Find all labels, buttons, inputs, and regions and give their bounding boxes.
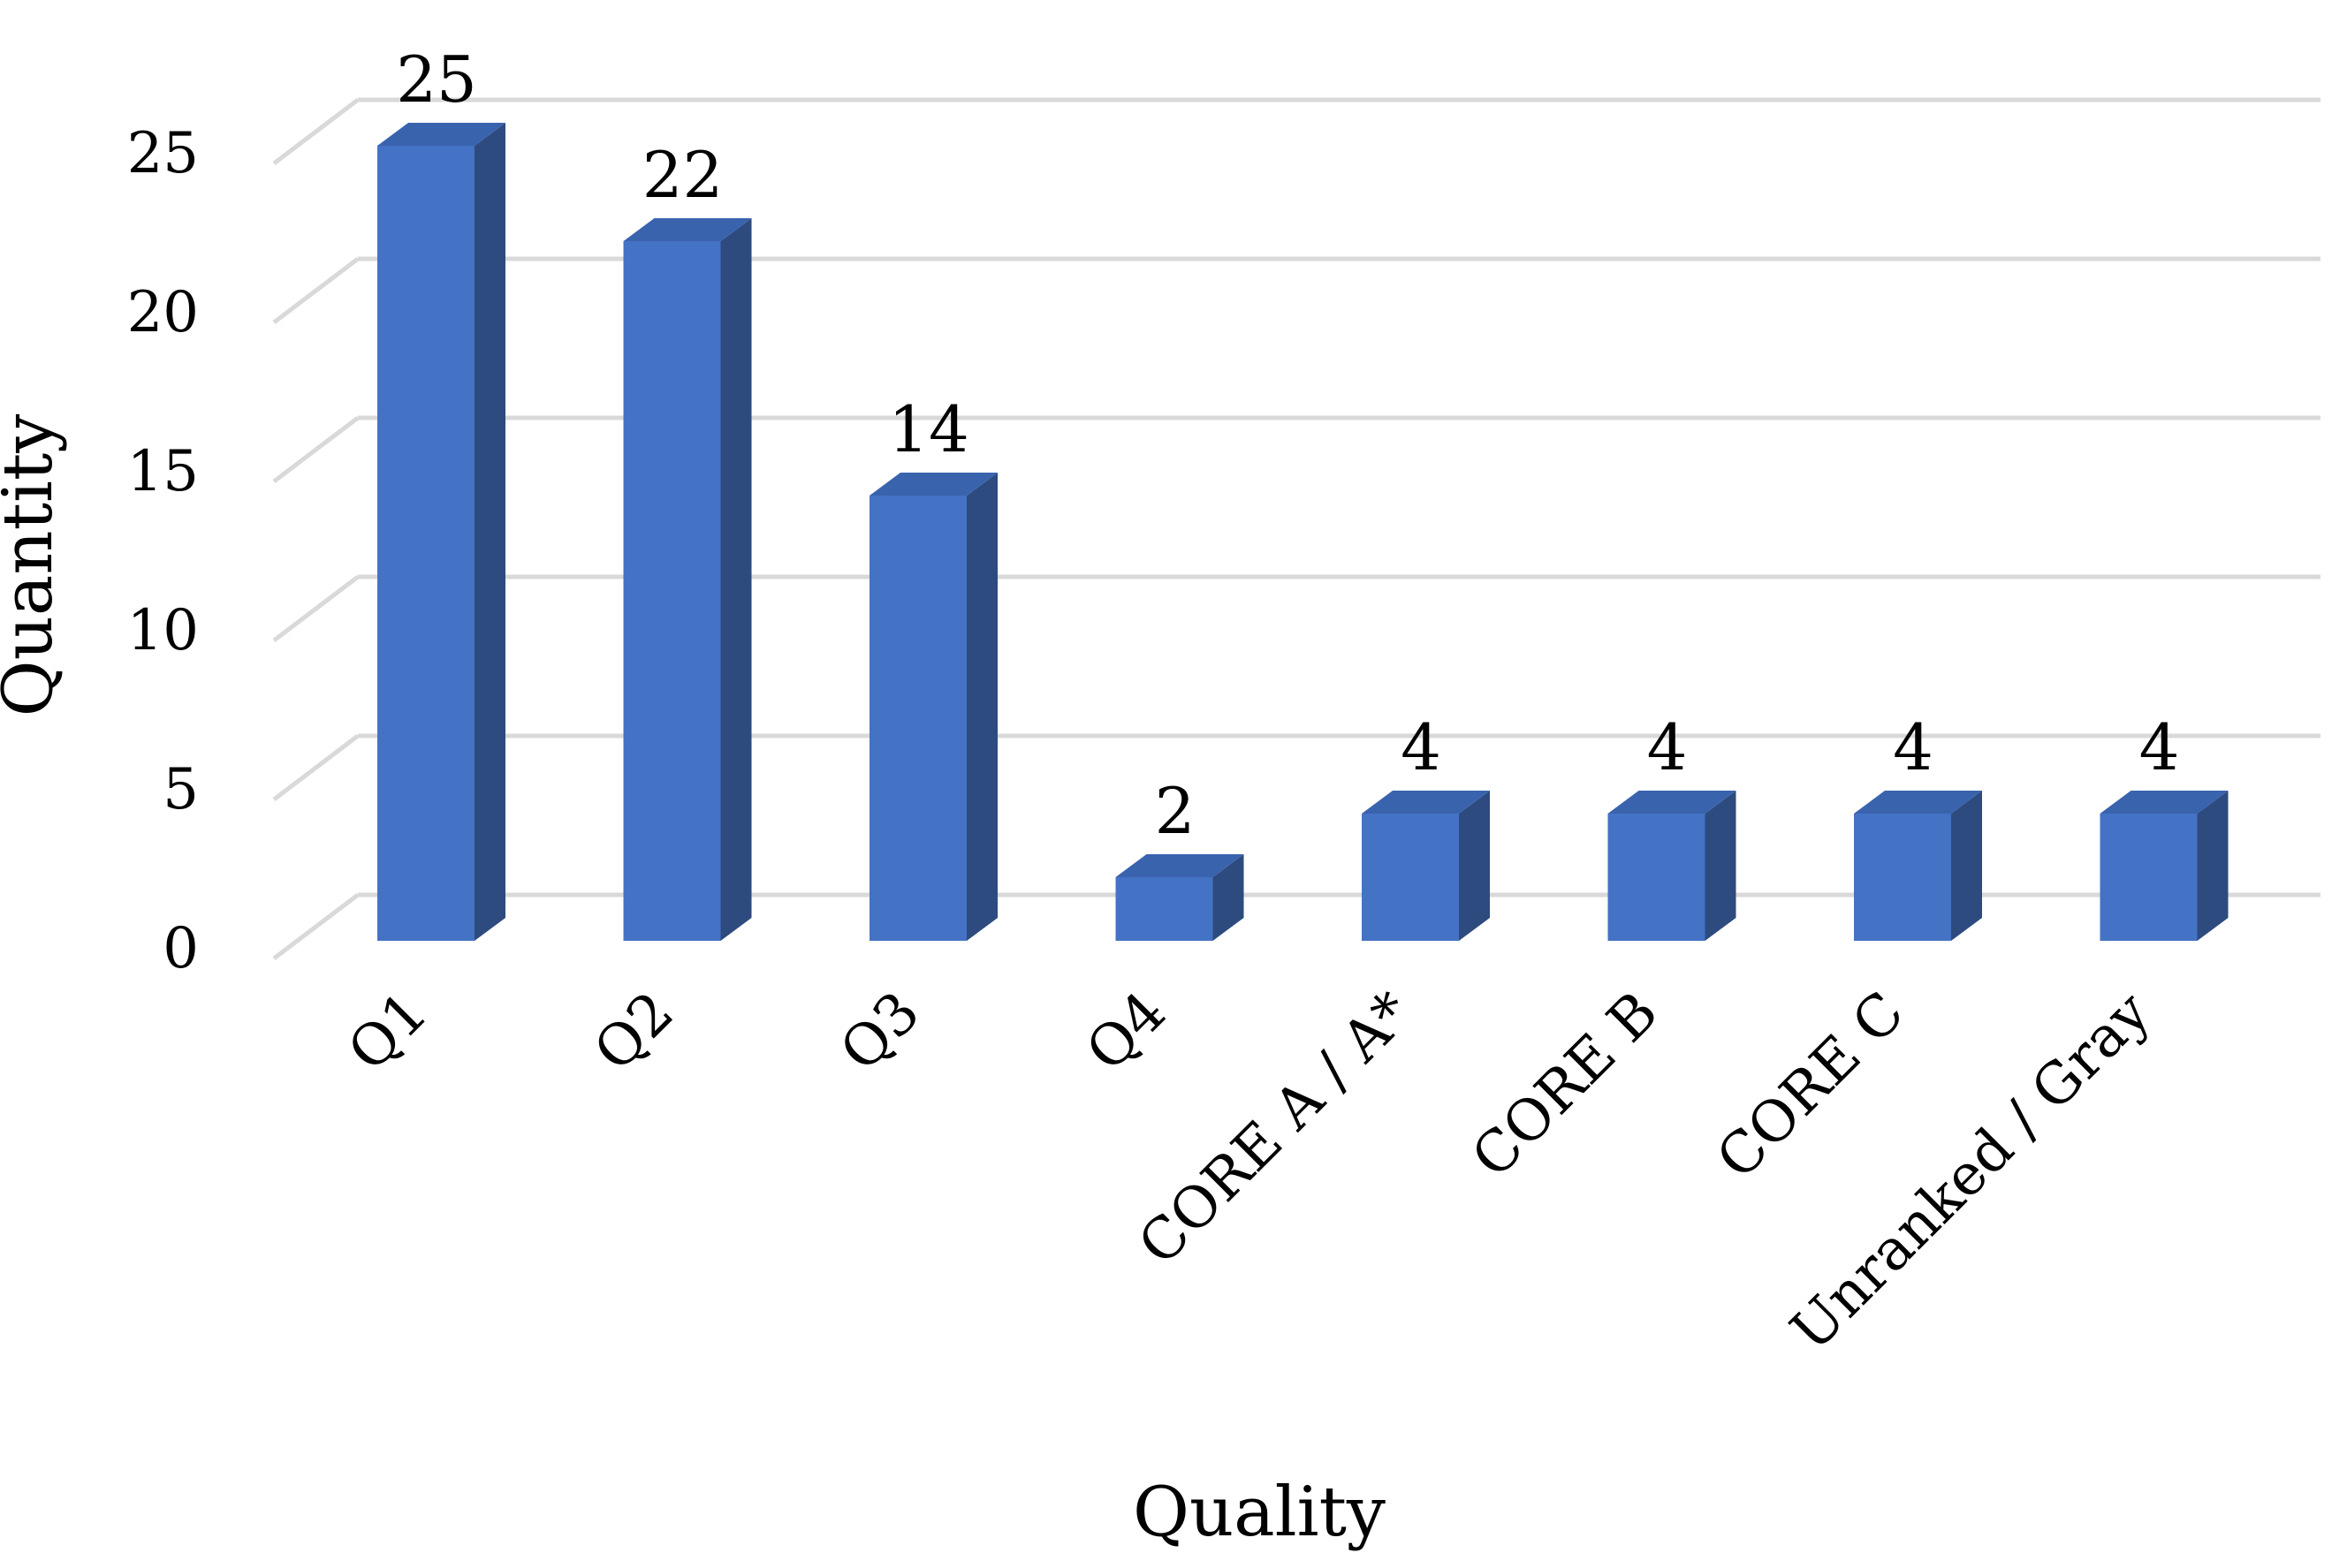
gridline xyxy=(272,574,2320,642)
y-tick-label: 25 xyxy=(127,121,199,186)
gridlines xyxy=(272,97,2320,960)
bar xyxy=(1854,791,1982,941)
data-labels: 25 22 14 2 4 4 4 4 xyxy=(396,42,2179,848)
bar xyxy=(623,218,752,941)
x-category-label: Q4 xyxy=(1075,980,1179,1084)
bars xyxy=(377,123,2229,941)
gridline xyxy=(272,733,2320,801)
x-axis-title: Quality xyxy=(1133,1473,1386,1552)
y-axis-ticks: 0 5 10 15 20 25 xyxy=(127,121,199,981)
data-label: 4 xyxy=(1893,710,1933,784)
gridline xyxy=(272,97,2320,165)
gridline xyxy=(272,256,2320,324)
data-label: 4 xyxy=(1647,710,1688,784)
y-tick-label: 5 xyxy=(163,757,199,822)
x-category-label: Q3 xyxy=(828,980,932,1084)
x-category-label: CORE B xyxy=(1460,980,1671,1191)
y-axis-title: Quantity xyxy=(0,414,68,717)
data-label: 25 xyxy=(396,42,477,117)
x-category-label: Q2 xyxy=(582,980,687,1084)
bar xyxy=(1115,854,1244,941)
bar xyxy=(870,473,998,941)
y-tick-label: 10 xyxy=(127,598,199,663)
bar xyxy=(2100,791,2229,941)
data-label: 2 xyxy=(1155,774,1196,848)
bar xyxy=(1607,791,1736,941)
data-label: 22 xyxy=(642,138,724,212)
data-label: 14 xyxy=(888,392,969,466)
gridline xyxy=(272,892,2320,960)
y-tick-label: 15 xyxy=(127,439,199,504)
data-label: 4 xyxy=(2139,710,2180,784)
data-label: 4 xyxy=(1401,710,1441,784)
x-category-label: Q1 xyxy=(336,980,440,1084)
y-tick-label: 20 xyxy=(127,280,199,345)
y-tick-label: 0 xyxy=(163,916,199,981)
gridline xyxy=(272,415,2320,483)
bar xyxy=(377,123,505,941)
x-category-label: CORE C xyxy=(1705,980,1917,1192)
bar xyxy=(1362,791,1490,941)
